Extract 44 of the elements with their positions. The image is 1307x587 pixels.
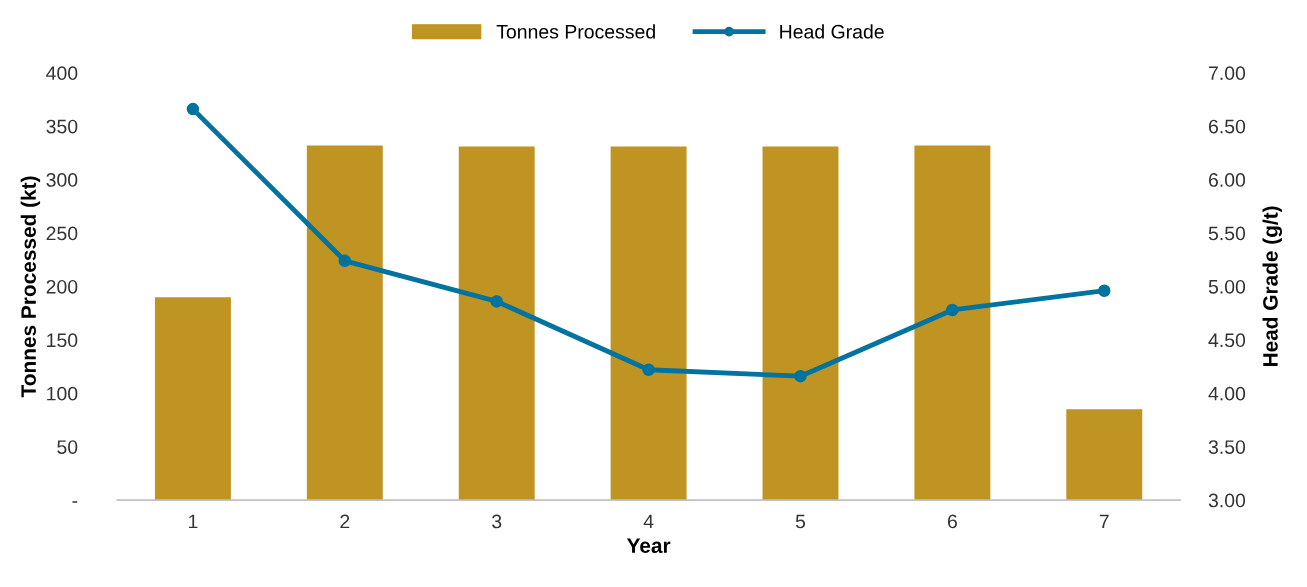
point [642,363,655,377]
legend-label: Tonnes Processed [496,24,655,39]
y-tick-label: 150 [47,333,78,348]
bar [762,146,839,501]
bar [1066,409,1143,501]
point [794,369,807,383]
y2-tick-label: 6.00 [1208,173,1246,187]
y2-tick-label: 5.00 [1208,279,1246,294]
x-tick-label: 6 [947,514,957,529]
y2-tick-label: 3.50 [1208,440,1246,454]
y2-axis-title: Head Grade (g/t) [1262,206,1283,367]
x-tick-label: 5 [795,514,806,529]
point [186,102,200,116]
y-axis-title: Tonnes Processed (kt) [20,176,41,398]
y-tick-label: 350 [46,119,78,134]
x-tick-label: 3 [492,514,502,529]
x-tick-label: 1 [189,514,198,529]
y-tick-label: - [72,501,78,503]
point [490,295,503,308]
point [946,303,959,317]
y-tick-label: 300 [46,173,78,187]
x-axis-title: Year [626,538,671,553]
y-tick-label: 50 [57,440,78,454]
bar [914,145,991,501]
point [338,254,352,268]
legend-label: Head Grade [780,24,884,39]
bar [306,145,383,501]
y-tick-label: 100 [47,386,78,401]
y2-tick-label: 6.50 [1208,119,1246,134]
x-tick-label: 7 [1099,514,1109,529]
y2-tick-label: 3.00 [1208,493,1246,508]
x-tick-label: 2 [340,514,350,529]
y2-tick-label: 5.50 [1208,226,1246,241]
y-tick-label: 400 [46,66,78,81]
y-tick-label: 250 [46,226,78,241]
y2-tick-label: 7.00 [1209,66,1246,81]
y2-tick-label: 4.00 [1208,386,1246,401]
x-tick-label: 4 [643,514,654,529]
point [1098,284,1111,297]
bar [610,146,687,501]
bar [458,146,535,501]
y2-tick-label: 4.50 [1208,333,1246,348]
y-tick-label: 200 [46,279,78,294]
bar [154,297,231,501]
